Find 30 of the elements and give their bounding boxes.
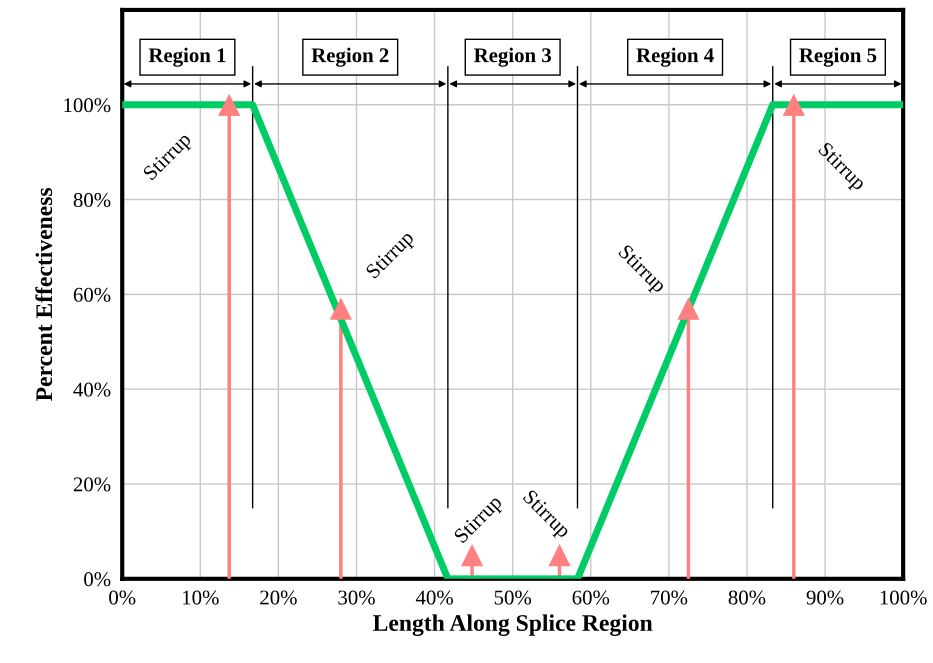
annotation: Region 2 bbox=[312, 48, 388, 67]
point bbox=[782, 94, 805, 116]
x-tick-label: 100% bbox=[880, 590, 927, 605]
annotation: Region 4 bbox=[636, 48, 714, 67]
annotation: Region 3 bbox=[474, 48, 552, 67]
x-tick-label: 0% bbox=[109, 590, 136, 605]
x-tick-label: 30% bbox=[338, 590, 375, 605]
x-tick-label: 10% bbox=[183, 590, 219, 605]
x-tick-label: 90% bbox=[806, 590, 844, 605]
x-tick-label: 60% bbox=[572, 590, 610, 605]
x-tick-label: 80% bbox=[728, 590, 766, 605]
y-tick-label: 100% bbox=[64, 98, 110, 112]
point bbox=[330, 297, 352, 320]
annotation: Region 5 bbox=[799, 48, 876, 67]
x-tick-label: 50% bbox=[494, 590, 532, 605]
point bbox=[218, 94, 240, 116]
y-tick-label: 40% bbox=[73, 382, 110, 397]
x-tick-label: 20% bbox=[260, 590, 297, 605]
x-tick-label: 70% bbox=[651, 590, 688, 605]
x-tick-label: 40% bbox=[416, 590, 453, 605]
point bbox=[548, 544, 571, 566]
y-tick-label: 20% bbox=[74, 477, 110, 492]
x-axis-title: Length Along Splice Region bbox=[373, 614, 652, 636]
annotation: Region 1 bbox=[148, 48, 226, 67]
y-tick-label: 80% bbox=[74, 192, 110, 208]
y-axis-title: Percent Effectiveness bbox=[35, 188, 52, 401]
point bbox=[677, 297, 700, 320]
point bbox=[460, 544, 484, 566]
y-tick-label: 0% bbox=[84, 572, 110, 586]
y-tick-label: 60% bbox=[74, 288, 110, 302]
